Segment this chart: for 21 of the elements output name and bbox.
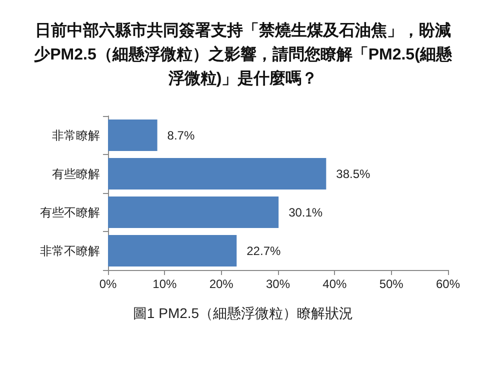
data-label: 22.7% <box>246 244 281 258</box>
x-tick-label: 30% <box>266 277 290 291</box>
x-tick-label: 10% <box>152 277 177 291</box>
bar <box>108 158 326 190</box>
x-tick-label: 0% <box>99 277 117 291</box>
x-tick-label: 50% <box>379 277 404 291</box>
data-label: 38.5% <box>336 166 371 181</box>
y-tick-label: 有些不瞭解 <box>40 205 100 220</box>
chart-title: 日前中部六縣市共同簽署支持「禁燒生煤及石油焦」，盼減少PM2.5（細懸浮微粒）之影響，請問您瞭解「PM2.5(細懸浮微粒)」是什麼嗎？ <box>34 22 453 88</box>
y-tick-label: 非常不瞭解 <box>40 244 100 258</box>
x-tick-label: 60% <box>436 277 460 291</box>
y-tick-label: 非常瞭解 <box>52 128 100 142</box>
bar <box>108 234 237 267</box>
caption: 圖1 PM2.5（細懸浮微粒）瞭解狀況 <box>132 305 354 321</box>
y-tick-label: 有些瞭解 <box>52 166 100 181</box>
x-tick-label: 40% <box>322 277 347 291</box>
data-label: 8.7% <box>167 128 195 142</box>
bar <box>108 196 279 228</box>
data-label: 30.1% <box>288 205 323 220</box>
bar <box>108 119 158 152</box>
x-tick-label: 20% <box>209 277 234 291</box>
